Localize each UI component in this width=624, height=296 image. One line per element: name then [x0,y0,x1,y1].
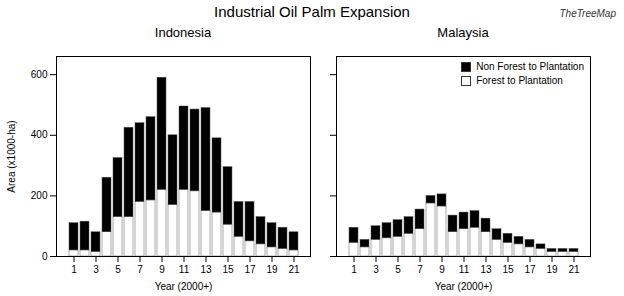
svg-text:400: 400 [31,129,48,140]
svg-text:13: 13 [200,264,212,275]
svg-text:11: 11 [179,264,190,275]
svg-text:Year (2000+): Year (2000+) [155,281,213,292]
svg-text:600: 600 [31,69,48,80]
svg-text:21: 21 [288,264,300,275]
svg-text:1: 1 [71,264,77,275]
svg-text:5: 5 [395,264,401,275]
svg-text:13: 13 [480,264,492,275]
svg-text:5: 5 [115,264,121,275]
svg-text:7: 7 [417,264,423,275]
svg-text:3: 3 [373,264,379,275]
svg-text:17: 17 [524,264,536,275]
svg-text:9: 9 [439,264,445,275]
html-text:Non Forest to Plantation: Non Forest to Plantation [476,61,584,72]
svg-text:Area (x1000-ha): Area (x1000-ha) [6,120,17,192]
svg-text:15: 15 [222,264,234,275]
html-text:Industrial Oil Palm Expansion: Industrial Oil Palm Expansion [214,3,410,20]
svg-text:7: 7 [137,264,143,275]
svg-text:19: 19 [546,264,558,275]
svg-text:1: 1 [351,264,357,275]
svg-text:21: 21 [568,264,580,275]
html-text:Forest to Plantation: Forest to Plantation [476,75,563,86]
svg-text:15: 15 [502,264,514,275]
svg-text:200: 200 [31,190,48,201]
svg-text:19: 19 [266,264,278,275]
svg-text:9: 9 [159,264,165,275]
svg-text:11: 11 [459,264,470,275]
svg-text:17: 17 [244,264,256,275]
html-text:Indonesia: Indonesia [154,25,212,40]
svg-text:3: 3 [93,264,99,275]
svg-text:0: 0 [42,251,48,262]
html-text:Malaysia: Malaysia [437,25,489,40]
html-text:TheTreeMap: TheTreeMap [559,8,616,19]
svg-text:Year (2000+): Year (2000+) [435,281,493,292]
